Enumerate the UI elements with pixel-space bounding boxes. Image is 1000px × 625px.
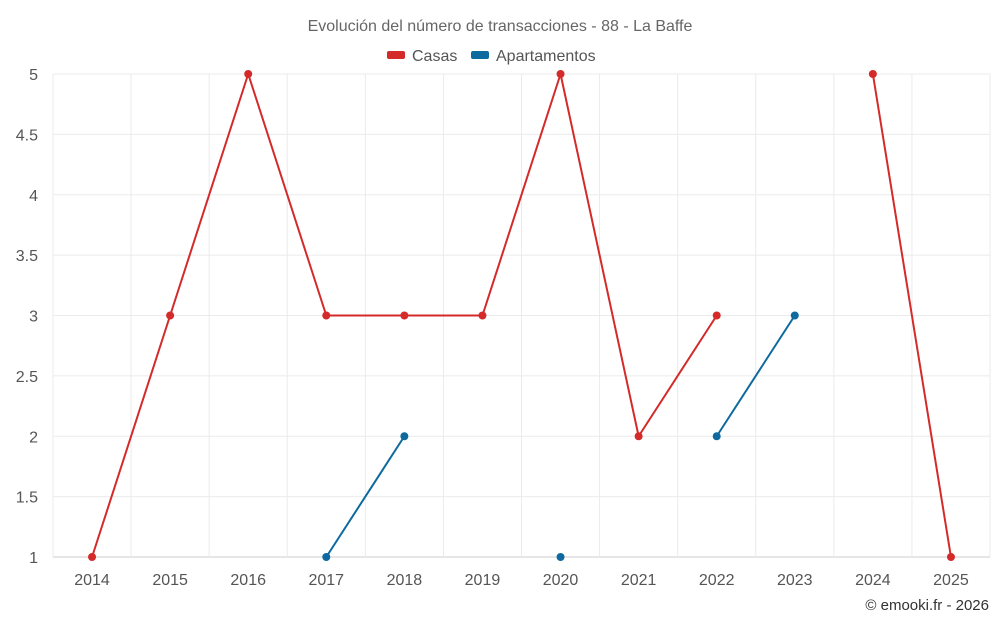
legend-item-apartamentos[interactable]: Apartamentos	[471, 48, 596, 65]
data-point-casas[interactable]	[88, 553, 97, 561]
credit-text: © emooki.fr - 2026	[865, 597, 989, 614]
x-tick-label: 2024	[855, 572, 891, 589]
legend-label-casas: Casas	[412, 48, 457, 65]
data-point-casas[interactable]	[478, 311, 487, 320]
y-tick-label: 2.5	[16, 369, 38, 386]
series-apartamentos	[322, 311, 799, 561]
x-tick-label: 2017	[308, 572, 344, 589]
data-point-casas[interactable]	[244, 70, 253, 78]
data-point-casas[interactable]	[868, 70, 877, 78]
y-tick-label: 1	[29, 550, 38, 567]
y-tick-label: 3.5	[16, 248, 38, 265]
y-tick-label: 3	[29, 309, 38, 326]
data-point-casas[interactable]	[166, 311, 175, 320]
series-layer	[88, 70, 955, 561]
data-point-casas[interactable]	[712, 311, 721, 320]
series-line-apartamentos	[325, 435, 406, 558]
data-point-apartamentos[interactable]	[712, 432, 721, 441]
series-casas	[88, 70, 955, 561]
data-point-apartamentos[interactable]	[556, 553, 565, 561]
y-axis-tick-labels: 1 1.5 2 2.5 3 3.5 4 4.5 5	[16, 67, 38, 567]
x-tick-label: 2021	[621, 572, 657, 589]
data-point-casas[interactable]	[556, 70, 565, 78]
x-tick-label: 2018	[387, 572, 423, 589]
chart-title: Evolución del número de transacciones - …	[308, 18, 693, 35]
series-line-apartamentos	[715, 314, 796, 437]
x-tick-label: 2020	[543, 572, 579, 589]
legend-label-apartamentos: Apartamentos	[496, 48, 596, 65]
y-tick-label: 4.5	[16, 127, 38, 144]
y-tick-label: 4	[29, 188, 38, 205]
x-tick-label: 2015	[152, 572, 188, 589]
data-point-casas[interactable]	[322, 311, 331, 320]
legend-item-casas[interactable]: Casas	[387, 48, 457, 65]
data-point-casas[interactable]	[400, 311, 409, 320]
y-tick-label: 2	[29, 429, 38, 446]
data-point-apartamentos[interactable]	[790, 311, 799, 320]
x-tick-label: 2019	[465, 572, 501, 589]
series-line-casas	[871, 73, 952, 558]
x-tick-label: 2014	[74, 572, 110, 589]
legend: Casas Apartamentos	[387, 48, 596, 65]
data-point-casas[interactable]	[634, 432, 643, 441]
data-point-casas[interactable]	[946, 553, 955, 561]
x-tick-label: 2023	[777, 572, 813, 589]
y-tick-label: 1.5	[16, 490, 38, 507]
legend-swatch-apartamentos	[471, 51, 489, 59]
data-point-apartamentos[interactable]	[322, 553, 331, 561]
y-tick-label: 5	[29, 67, 38, 84]
x-tick-label: 2022	[699, 572, 735, 589]
data-point-apartamentos[interactable]	[400, 432, 409, 441]
x-axis-tick-labels: 2014 2015 2016 2017 2018 2019 2020 2021 2022 2023…	[74, 572, 969, 589]
x-tick-label: 2016	[230, 572, 266, 589]
legend-swatch-casas	[387, 51, 405, 59]
x-tick-label: 2025	[933, 572, 969, 589]
